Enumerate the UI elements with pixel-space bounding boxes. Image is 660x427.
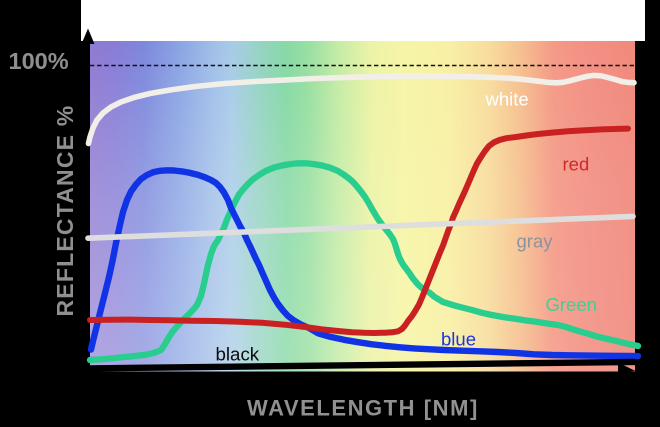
svg-text:black: black — [216, 344, 260, 365]
svg-text:gray: gray — [517, 231, 554, 252]
svg-text:REFLECTANCE %: REFLECTANCE % — [52, 105, 78, 317]
svg-text:WAVELENGTH [NM]: WAVELENGTH [NM] — [247, 396, 479, 421]
svg-text:blue: blue — [441, 328, 476, 349]
svg-text:red: red — [563, 154, 590, 175]
svg-text:100%: 100% — [9, 48, 69, 74]
svg-text:white: white — [485, 89, 529, 110]
svg-text:Green: Green — [546, 294, 597, 315]
